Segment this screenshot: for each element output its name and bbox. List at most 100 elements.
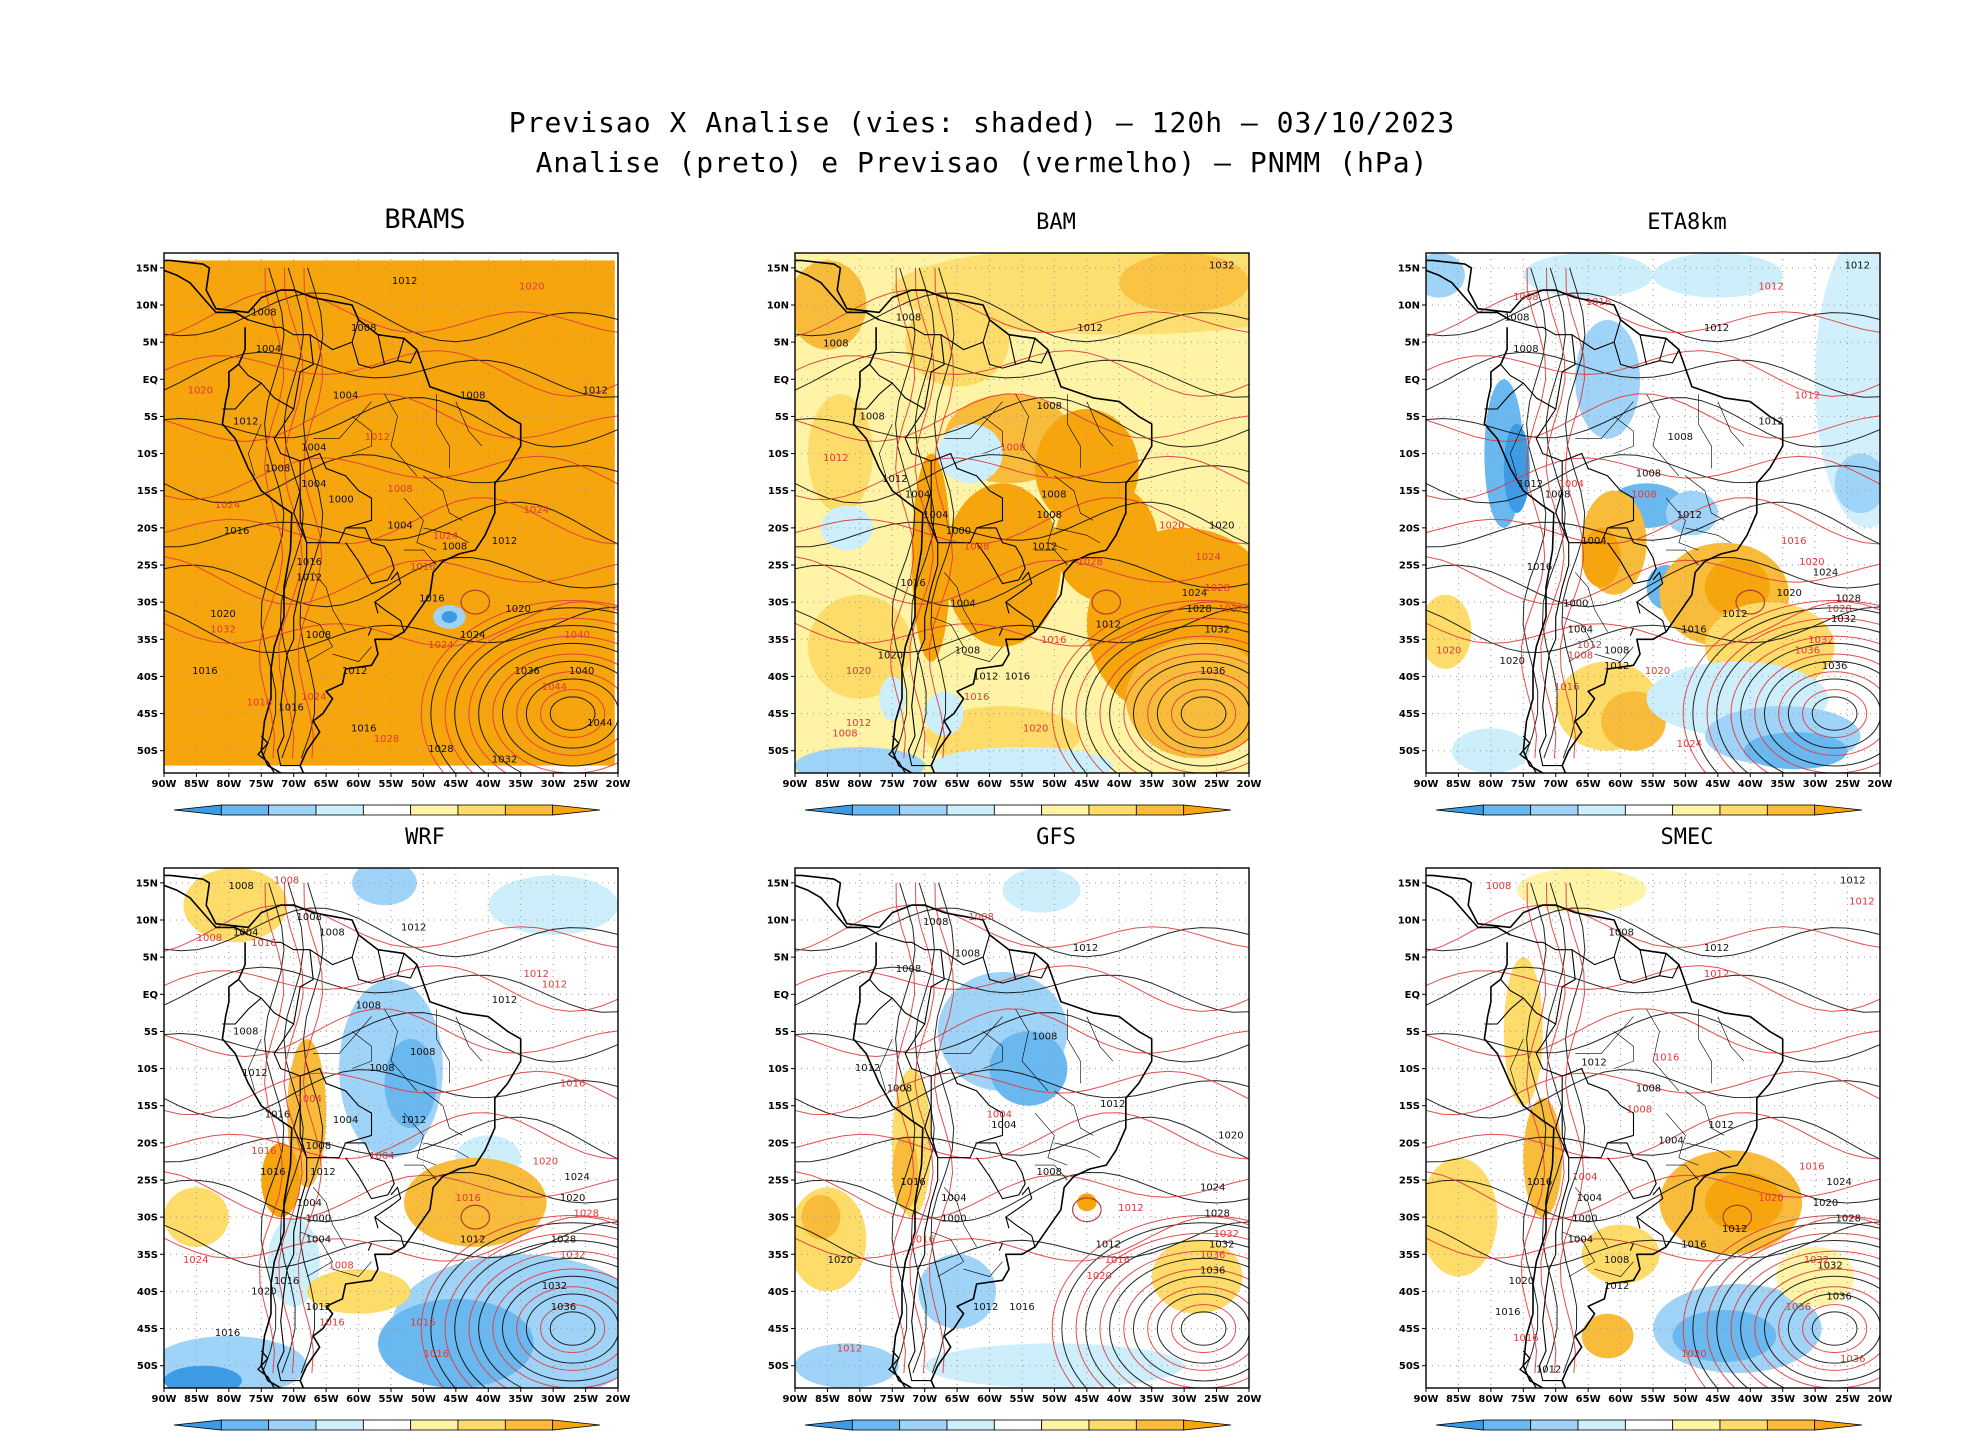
lon-tick-label: 60W: [346, 1394, 371, 1405]
forecast-isobar-label: 1012: [1795, 391, 1820, 402]
lon-tick-label: 50W: [1042, 779, 1067, 790]
analysis-isobar-label: 1008: [1604, 645, 1629, 656]
map-svg: 1008 1012 1008 1008 1012 1008 1008 1004 1012 1016…: [767, 867, 1261, 1433]
forecast-isobar-label: 1044: [542, 682, 567, 693]
lat-tick-label: 10N: [136, 916, 158, 927]
lon-tick-label: 70W: [281, 779, 306, 790]
analysis-isobar-label: 1016: [1527, 1177, 1552, 1188]
analysis-isobar-label: 1000: [1563, 599, 1588, 610]
forecast-isobar-label: 1028: [1826, 604, 1851, 615]
lon-tick-label: 80W: [216, 779, 241, 790]
lat-tick-label: 50S: [137, 1361, 158, 1372]
analysis-isobar-label: 1008: [460, 391, 485, 402]
forecast-isobar-label: 1020: [188, 385, 213, 396]
lon-tick-label: 55W: [1641, 779, 1666, 790]
lon-tick-label: 80W: [216, 1394, 241, 1405]
lon-tick-label: 65W: [1576, 779, 1601, 790]
lat-tick-label: EQ: [1405, 990, 1420, 1001]
lat-tick-label: 50S: [137, 746, 158, 757]
forecast-isobars: [795, 882, 1249, 1388]
forecast-isobar-label: 1024: [428, 640, 453, 651]
analysis-isobar-label: 1008: [1037, 401, 1062, 412]
analysis-isobars: [164, 882, 618, 1388]
lat-tick-label: 15S: [1399, 486, 1420, 497]
analysis-isobar-label: 1012: [1704, 943, 1729, 954]
colorbar-label: -3: [263, 1432, 275, 1433]
analysis-isobar-label: 1024: [1813, 567, 1838, 578]
colorbar-label: 2: [1085, 817, 1093, 818]
lat-tick-label: 40S: [137, 1287, 158, 1298]
colorbar-segment: [1435, 804, 1484, 816]
bias-shading: [795, 253, 1249, 773]
lat-tick-label: 30S: [1399, 598, 1420, 609]
figure-title-line2: Analise (preto) e Previsao (vermelho) — …: [535, 146, 1429, 179]
analysis-isobar-label: 1020: [1776, 588, 1801, 599]
colorbar-segment: [362, 804, 412, 816]
lon-tick-label: 50W: [411, 779, 436, 790]
analysis-isobar-label: 1008: [297, 912, 322, 923]
lon-tick-label: 65W: [945, 1394, 970, 1405]
colorbar-segment: [504, 1419, 554, 1431]
lon-tick-label: 55W: [379, 779, 404, 790]
forecast-isobar-label: 1020: [846, 666, 871, 677]
lon-tick-label: 40W: [1107, 779, 1132, 790]
analysis-isobar-label: 1012: [1096, 1240, 1121, 1251]
forecast-isobar-label: 1008: [1568, 651, 1593, 662]
colorbar-label: 2: [1716, 817, 1724, 818]
colorbar-segment: [1672, 804, 1721, 816]
analysis-isobars: [1426, 267, 1880, 773]
analysis-isobar-label: 1012: [1708, 1120, 1733, 1131]
analysis-isobar-label: 1016: [419, 593, 444, 604]
lat-tick-label: 50S: [768, 746, 789, 757]
panel-bam: BAM 1032 1012 1008 1008 1008 1008 1004 1012 1008…: [761, 210, 1351, 818]
axis-ticks: 90W 85W 80W 75W 70W 65W 60W 55W 50W 45W 40W 35W 30W 2…: [767, 263, 1262, 790]
analysis-isobar-label: 1008: [356, 1000, 381, 1011]
forecast-isobar-label: 1020: [1159, 521, 1184, 532]
panel-brams: BRAMS 1012 1008 1008 1004 1004 1008 1004 1012 10…: [130, 204, 720, 818]
analysis-isobar-label: 1012: [1100, 1099, 1125, 1110]
colorbar-label: 1: [407, 1432, 415, 1433]
analysis-isobar-label: 1008: [1604, 1255, 1629, 1266]
analysis-isobar-label: 1012: [233, 417, 258, 428]
lat-tick-label: 35S: [768, 1250, 789, 1261]
analysis-isobar-label: 1016: [265, 1110, 290, 1121]
forecast-isobar-label: 1008: [968, 912, 993, 923]
lon-tick-label: 25W: [573, 779, 598, 790]
analysis-isobar-label: 1020: [1509, 1276, 1534, 1287]
lat-tick-label: 5N: [143, 953, 158, 964]
lat-tick-label: 15N: [767, 263, 789, 274]
analysis-isobar-label: 1012: [310, 1167, 335, 1178]
colorbar-label: 4: [549, 817, 557, 818]
colorbar-segment: [1183, 804, 1232, 816]
colorbar-segment: [993, 1419, 1043, 1431]
panel-eta8km: ETA8km 1012 1008 1012 1008 1008 1012 1008 1008 1…: [1392, 210, 1964, 818]
analysis-isobar-label: 1008: [228, 881, 253, 892]
colorbar-segment: [552, 1419, 601, 1431]
panel-title-wrf: WRF: [405, 825, 445, 850]
forecast-isobar-label: 1012: [1577, 640, 1602, 651]
colorbar-label: 2: [1085, 1432, 1093, 1433]
colorbar-label: -3: [263, 817, 275, 818]
lon-tick-label: 45W: [1074, 1394, 1099, 1405]
forecast-isobar-label: 1008: [328, 1260, 353, 1271]
forecast-isobar-label: 1020: [519, 281, 544, 292]
colorbar-segment: [1135, 804, 1185, 816]
forecast-isobar-label: 1008: [274, 876, 299, 887]
forecast-isobar-label: 1004: [369, 1151, 394, 1162]
lon-tick-label: 70W: [912, 1394, 937, 1405]
forecast-isobar-label: 1028: [1204, 583, 1229, 594]
map-eta8km: 1012 1008 1012 1008 1008 1012 1008 1008 1012 1012…: [1392, 238, 1964, 818]
forecast-isobar-label: 1012: [542, 980, 567, 991]
panel-gfs: GFS 1008 1012 1008 1008 1012 1008 1008 1004 1012…: [761, 825, 1351, 1433]
analysis-isobar-label: 1012: [242, 1068, 267, 1079]
lat-tick-label: 10S: [768, 1064, 789, 1075]
analysis-isobar-label: 1032: [1204, 625, 1229, 636]
forecast-isobar-label: 1020: [1436, 645, 1461, 656]
lat-tick-label: 20S: [768, 1138, 789, 1149]
forecast-isobar-label: 1020: [1758, 1193, 1783, 1204]
lon-tick-label: 85W: [1446, 1394, 1471, 1405]
analysis-isobar-label: 1020: [828, 1255, 853, 1266]
forecast-isobar-label: 1012: [1704, 969, 1729, 980]
colorbar-segment: [1183, 1419, 1232, 1431]
forecast-isobar-label: 1020: [1799, 557, 1824, 568]
